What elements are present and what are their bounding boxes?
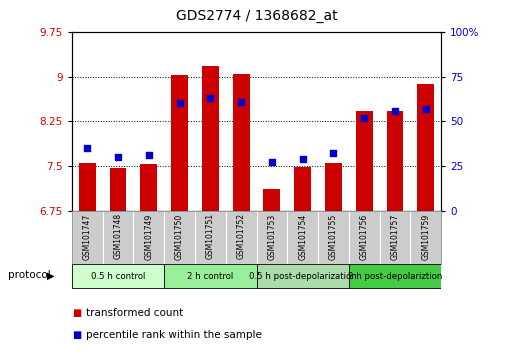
Text: 2 h post-depolariztion: 2 h post-depolariztion (348, 272, 442, 281)
Bar (264, 189, 280, 211)
Bar (325, 163, 342, 211)
Text: protocol: protocol (8, 270, 50, 280)
Point (391, 108, 399, 113)
Text: GSM101749: GSM101749 (144, 213, 153, 259)
Point (237, 99, 245, 104)
Bar (72, 264, 164, 288)
Point (268, 160, 276, 165)
Text: GSM101747: GSM101747 (83, 213, 92, 259)
Text: GSM101750: GSM101750 (175, 213, 184, 259)
Bar (202, 67, 219, 211)
Text: GDS2774 / 1368682_at: GDS2774 / 1368682_at (175, 9, 338, 23)
Text: GSM101755: GSM101755 (329, 213, 338, 259)
Text: GSM101756: GSM101756 (360, 213, 369, 259)
Point (299, 156, 307, 162)
Text: ■: ■ (72, 308, 81, 318)
Point (422, 106, 430, 112)
Point (145, 152, 153, 158)
Text: GSM101751: GSM101751 (206, 213, 215, 259)
Text: 0.5 h control: 0.5 h control (91, 272, 145, 281)
Point (114, 154, 122, 160)
Bar (256, 264, 349, 288)
Bar (294, 167, 311, 211)
Bar (164, 264, 256, 288)
Bar (349, 264, 441, 288)
Bar (171, 75, 188, 211)
Bar (140, 164, 157, 211)
Text: 2 h control: 2 h control (187, 272, 233, 281)
Text: GSM101753: GSM101753 (267, 213, 277, 259)
Text: GSM101757: GSM101757 (390, 213, 400, 259)
Text: GSM101752: GSM101752 (236, 213, 246, 259)
Text: percentile rank within the sample: percentile rank within the sample (86, 330, 262, 340)
Text: transformed count: transformed count (86, 308, 184, 318)
Text: GSM101748: GSM101748 (113, 213, 123, 259)
Text: GSM101754: GSM101754 (298, 213, 307, 259)
Bar (356, 111, 372, 211)
Bar (79, 163, 95, 211)
Point (329, 150, 338, 156)
Point (206, 95, 214, 101)
Text: 0.5 h post-depolarization: 0.5 h post-depolarization (249, 272, 357, 281)
Bar (418, 84, 434, 211)
Text: ■: ■ (72, 330, 81, 340)
Point (83, 145, 91, 151)
Point (175, 101, 184, 106)
Text: ▶: ▶ (47, 270, 55, 280)
Bar (110, 168, 126, 211)
Bar (387, 111, 404, 211)
Point (360, 115, 368, 120)
Bar (232, 74, 249, 211)
Text: GSM101759: GSM101759 (421, 213, 430, 259)
